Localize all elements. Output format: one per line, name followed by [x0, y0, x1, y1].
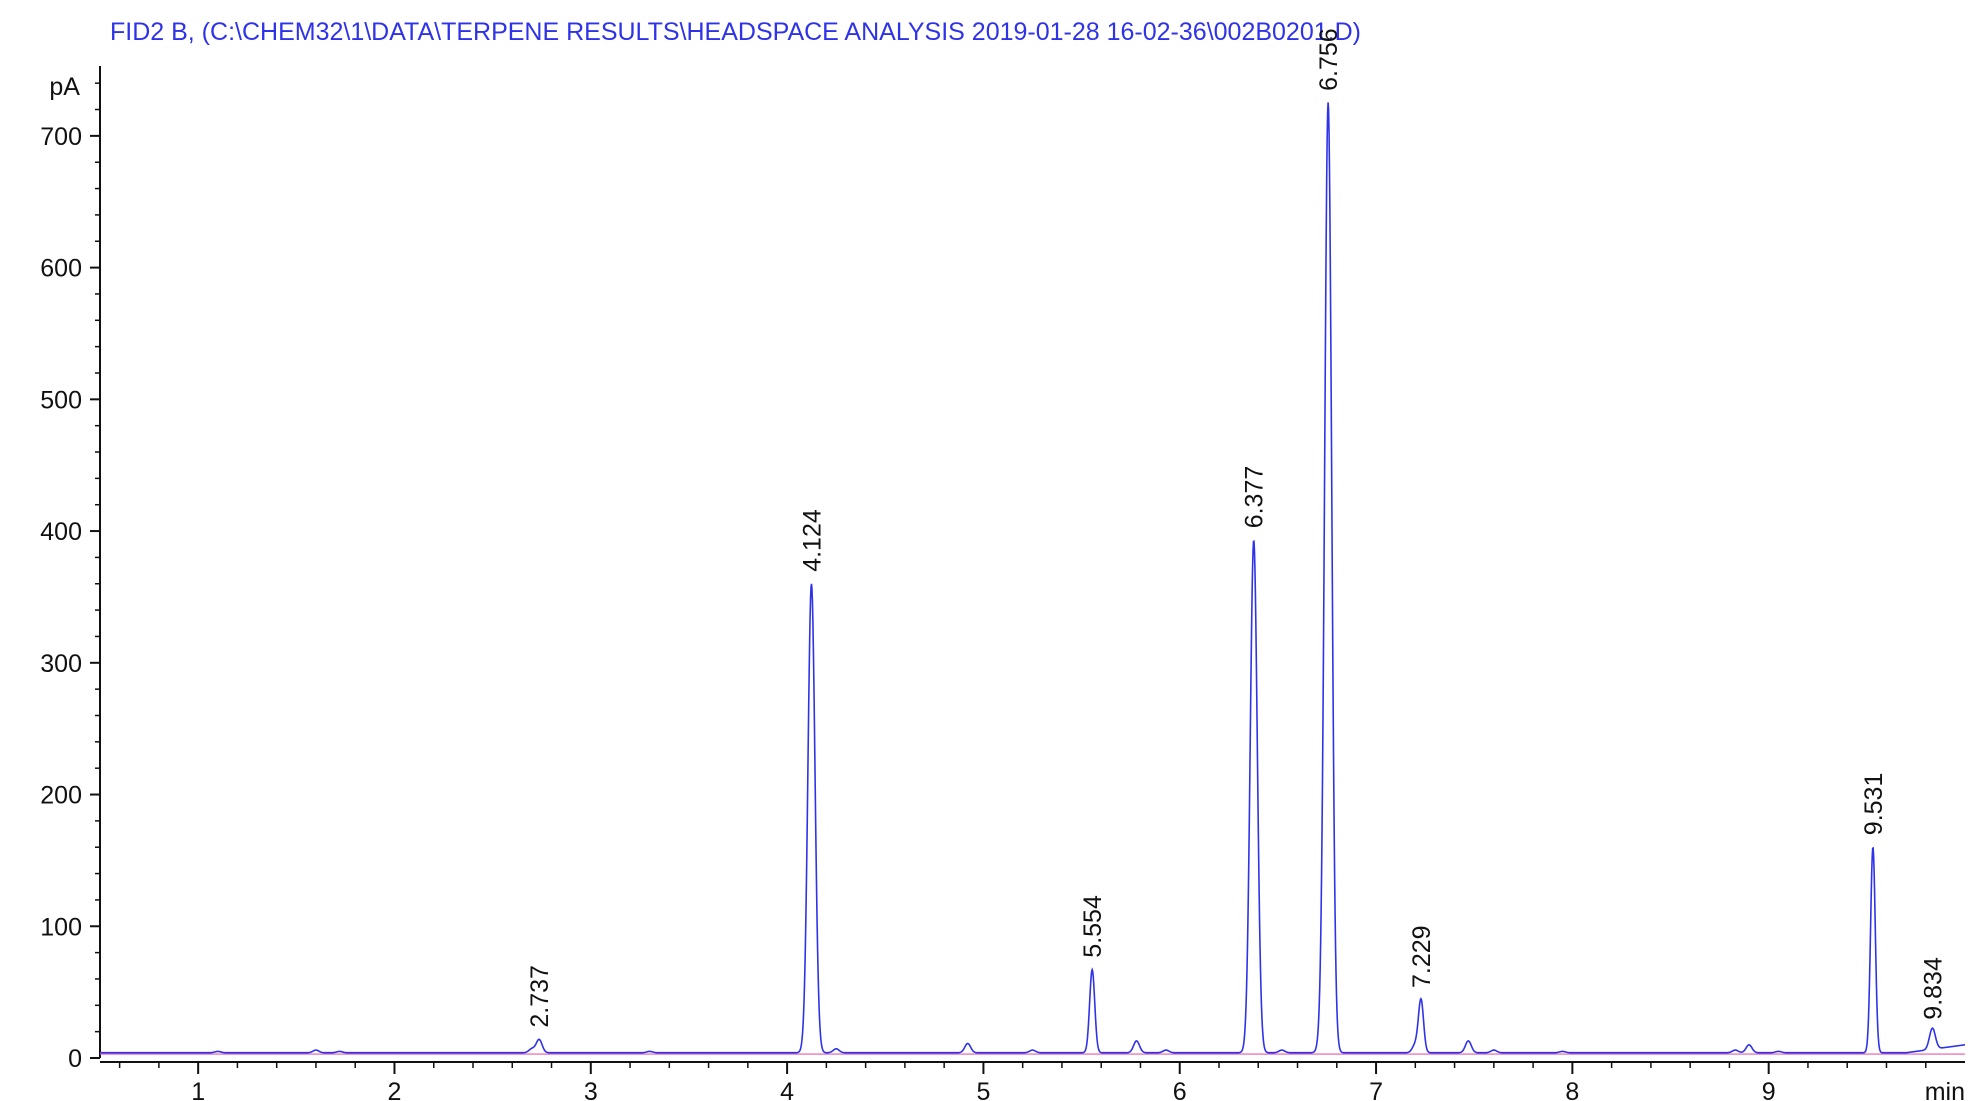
y-axis: 0 100 200 300 400 500 600 700 pA — [40, 66, 101, 1073]
peak-label: 9.834 — [1919, 957, 1947, 1020]
x-tick-label: 8 — [1565, 1078, 1579, 1101]
chart-title: FID2 B, (C:\CHEM32\1\DATA\TERPENE RESULT… — [110, 18, 1361, 46]
peak-label: 7.229 — [1408, 925, 1436, 988]
y-axis-label: pA — [49, 73, 80, 101]
y-tick-label: 0 — [68, 1045, 82, 1073]
peak-label: 6.377 — [1241, 466, 1269, 529]
x-tick-label: 1 — [191, 1078, 205, 1101]
y-tick-label: 600 — [40, 255, 82, 283]
x-tick-label: 7 — [1369, 1078, 1383, 1101]
x-axis-label: min — [1925, 1078, 1965, 1101]
peak-label: 9.531 — [1860, 773, 1888, 836]
y-tick-label: 300 — [40, 650, 82, 678]
x-tick-label: 4 — [780, 1078, 794, 1101]
y-tick-label: 500 — [40, 386, 82, 414]
x-tick-label: 9 — [1762, 1078, 1776, 1101]
x-axis: 1 2 3 4 5 6 7 8 9 min — [100, 1061, 1965, 1101]
peak-label: 5.554 — [1079, 895, 1107, 958]
y-tick-label: 400 — [40, 518, 82, 546]
peak-label: 4.124 — [798, 509, 826, 572]
peak-label: 6.756 — [1315, 28, 1343, 91]
x-tick-label: 5 — [976, 1078, 990, 1101]
peak-label: 2.737 — [526, 965, 554, 1028]
x-tick-label: 3 — [584, 1078, 598, 1101]
x-tick-label: 2 — [388, 1078, 402, 1101]
x-tick-label: 6 — [1173, 1078, 1187, 1101]
y-tick-label: 700 — [40, 123, 82, 151]
peak-labels: 2.737 4.124 5.554 6.377 6.756 7.229 9.531 9.834 — [526, 28, 1947, 1027]
signal-trace — [100, 102, 1966, 1054]
y-tick-label: 100 — [40, 913, 82, 941]
y-tick-label: 200 — [40, 782, 82, 810]
